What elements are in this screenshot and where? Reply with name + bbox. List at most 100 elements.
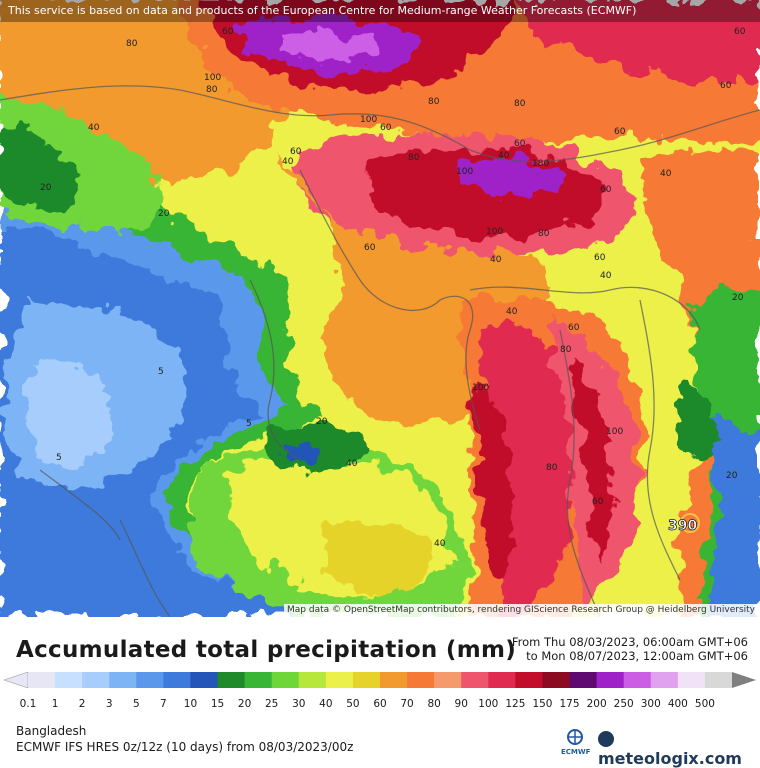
contour-labels: 80 60 100 80 40 20 20 40 60 100 60 80 40… — [40, 27, 746, 549]
chart-title: Accumulated total precipitation (mm) — [16, 637, 517, 663]
legend-swatch — [650, 672, 679, 688]
legend-swatch — [244, 672, 273, 688]
contour-label: 5 — [56, 453, 62, 463]
legend-tick-label: 20 — [238, 698, 251, 710]
legend-swatch — [461, 672, 489, 688]
legend-swatch — [704, 672, 733, 688]
legend-tick-label: 90 — [455, 698, 468, 710]
contour-label: 5 — [246, 419, 252, 429]
period-to: to Mon 08/07/2023, 12:00am GMT+06 — [526, 649, 748, 663]
contour-label: 60 — [594, 253, 606, 263]
legend-swatch — [677, 672, 706, 688]
max-precip-marker[interactable]: 390 — [668, 513, 700, 534]
legend-arrow-high — [732, 672, 756, 688]
contour-label: 180 — [532, 159, 549, 169]
contour-label: 60 — [568, 323, 580, 333]
legend-tick-label: 100 — [478, 698, 498, 710]
contour-label: 40 — [88, 123, 100, 133]
contour-label: 40 — [434, 539, 446, 549]
max-precip-value: 390 — [668, 518, 697, 534]
legend-tick-label: 125 — [505, 698, 525, 710]
legend-tick-label: 15 — [211, 698, 224, 710]
legend-swatch — [488, 672, 516, 688]
region-name: Bangladesh — [16, 724, 87, 738]
legend-swatch — [163, 672, 191, 688]
contour-label: 60 — [614, 127, 626, 137]
legend-tick-label: 200 — [587, 698, 607, 710]
contour-label: 80 — [560, 345, 572, 355]
ecmwf-logo: ECMWF — [561, 729, 590, 756]
contour-label: 100 — [360, 115, 377, 125]
legend-swatch — [407, 672, 435, 688]
legend-tick-label: 300 — [641, 698, 661, 710]
contour-label: 20 — [732, 293, 744, 303]
contour-label: 40 — [660, 169, 672, 179]
legend-swatch — [55, 672, 83, 688]
map-attribution[interactable]: Map data © OpenStreetMap contributors, r… — [284, 604, 758, 617]
legend-tick-label: 500 — [695, 698, 715, 710]
border-lines — [0, 85, 760, 617]
contour-label: 80 — [538, 229, 550, 239]
contour-label: 5 — [158, 367, 164, 377]
legend-tick-label: 175 — [560, 698, 580, 710]
legend-tick-label: 50 — [346, 698, 359, 710]
contour-label: 60 — [290, 147, 302, 157]
meteologix-brand[interactable]: meteologix.com — [598, 730, 760, 768]
contour-label: 100 — [456, 167, 473, 177]
contour-label: 80 — [514, 99, 526, 109]
contour-label: 40 — [498, 151, 510, 161]
contour-label: 40 — [600, 271, 612, 281]
legend-tick-label: 400 — [668, 698, 688, 710]
contour-label: 60 — [600, 185, 612, 195]
legend-swatch — [217, 672, 246, 688]
contour-label: 40 — [346, 459, 358, 469]
legend-swatch — [515, 672, 543, 688]
legend-tick-label: 10 — [184, 698, 197, 710]
contour-label: 20 — [158, 209, 170, 219]
legend-tick-label: 150 — [532, 698, 552, 710]
legend-swatch — [136, 672, 164, 688]
contour-label: 80 — [126, 39, 138, 49]
legend-swatch — [434, 672, 462, 688]
contour-label: 40 — [506, 307, 518, 317]
contour-label: 40 — [282, 157, 294, 167]
legend-tick-label: 2 — [79, 698, 86, 710]
legend-swatch — [82, 672, 110, 688]
contour-label: 20 — [316, 417, 328, 427]
period-from: From Thu 08/03/2023, 06:00am GMT+06 — [511, 635, 748, 649]
color-legend: 0.1 1 2 3 5 7 10 15 20 25 30 40 50 60 70 80 90 100 125 150 1… — [0, 670, 760, 710]
contour-label: 100 — [472, 383, 489, 393]
legend-tick-label: 25 — [265, 698, 278, 710]
contour-label: 100 — [204, 73, 221, 83]
legend-swatch — [325, 672, 354, 688]
legend-tick-label: 3 — [106, 698, 113, 710]
contour-label: 100 — [486, 227, 503, 237]
legend-tick-label: 5 — [133, 698, 140, 710]
legend-tick-label: 70 — [400, 698, 413, 710]
legend-swatch — [596, 672, 625, 688]
legend-tick-label: 60 — [373, 698, 386, 710]
contour-label: 60 — [364, 243, 376, 253]
contour-label: 20 — [726, 471, 738, 481]
legend-swatch — [569, 672, 598, 688]
ecmwf-credit: This service is based on data and produc… — [0, 0, 760, 22]
legend-swatch — [109, 672, 137, 688]
brand-text: meteologix.com — [598, 749, 742, 768]
contour-label: 60 — [514, 139, 526, 149]
meteologix-icon — [598, 731, 614, 747]
contour-label: 40 — [490, 255, 502, 265]
contour-label: 60 — [222, 27, 234, 37]
precipitation-map[interactable]: 80 60 100 80 40 20 20 40 60 100 60 80 40… — [0, 0, 760, 617]
legend-swatch — [271, 672, 300, 688]
contour-label: 60 — [734, 27, 746, 37]
contour-label: 60 — [592, 497, 604, 507]
legend-swatch — [298, 672, 327, 688]
legend-swatch — [623, 672, 652, 688]
legend-swatch — [380, 672, 408, 688]
map-canvas: 80 60 100 80 40 20 20 40 60 100 60 80 40… — [0, 0, 760, 617]
legend-arrow-low — [3, 671, 29, 689]
contour-label: 20 — [40, 183, 52, 193]
contour-label: 80 — [206, 85, 218, 95]
legend-tick-label: 7 — [160, 698, 167, 710]
legend-swatch — [542, 672, 571, 688]
